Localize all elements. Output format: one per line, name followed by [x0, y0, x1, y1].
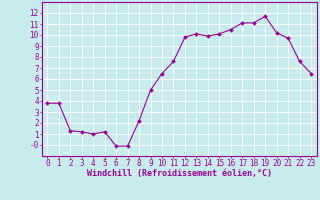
X-axis label: Windchill (Refroidissement éolien,°C): Windchill (Refroidissement éolien,°C): [87, 169, 272, 178]
